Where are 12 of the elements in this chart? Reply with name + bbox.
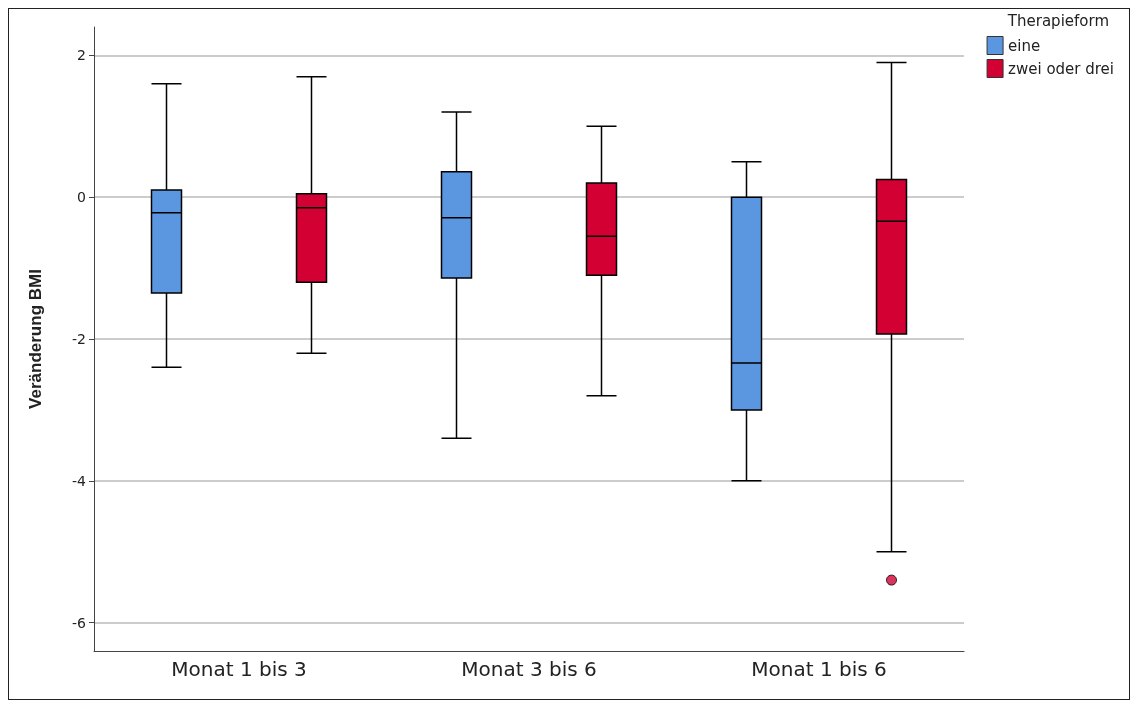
y-axis-title: Veränderung BMI [26,269,45,409]
x-tick-label: Monat 1 bis 3 [171,657,307,681]
y-tick-label: 0 [77,189,86,206]
legend-title: Therapieform [1006,11,1110,30]
y-tick-label: -6 [72,614,87,631]
legend-label: zwei oder drei [1008,59,1115,78]
x-tick-label: Monat 1 bis 6 [751,657,887,681]
y-tick-label: -4 [72,472,87,489]
y-tick-label: 2 [77,47,86,64]
legend-label: eine [1008,36,1041,55]
x-tick-label: Monat 3 bis 6 [461,657,597,681]
y-tick-label: -2 [72,331,86,347]
